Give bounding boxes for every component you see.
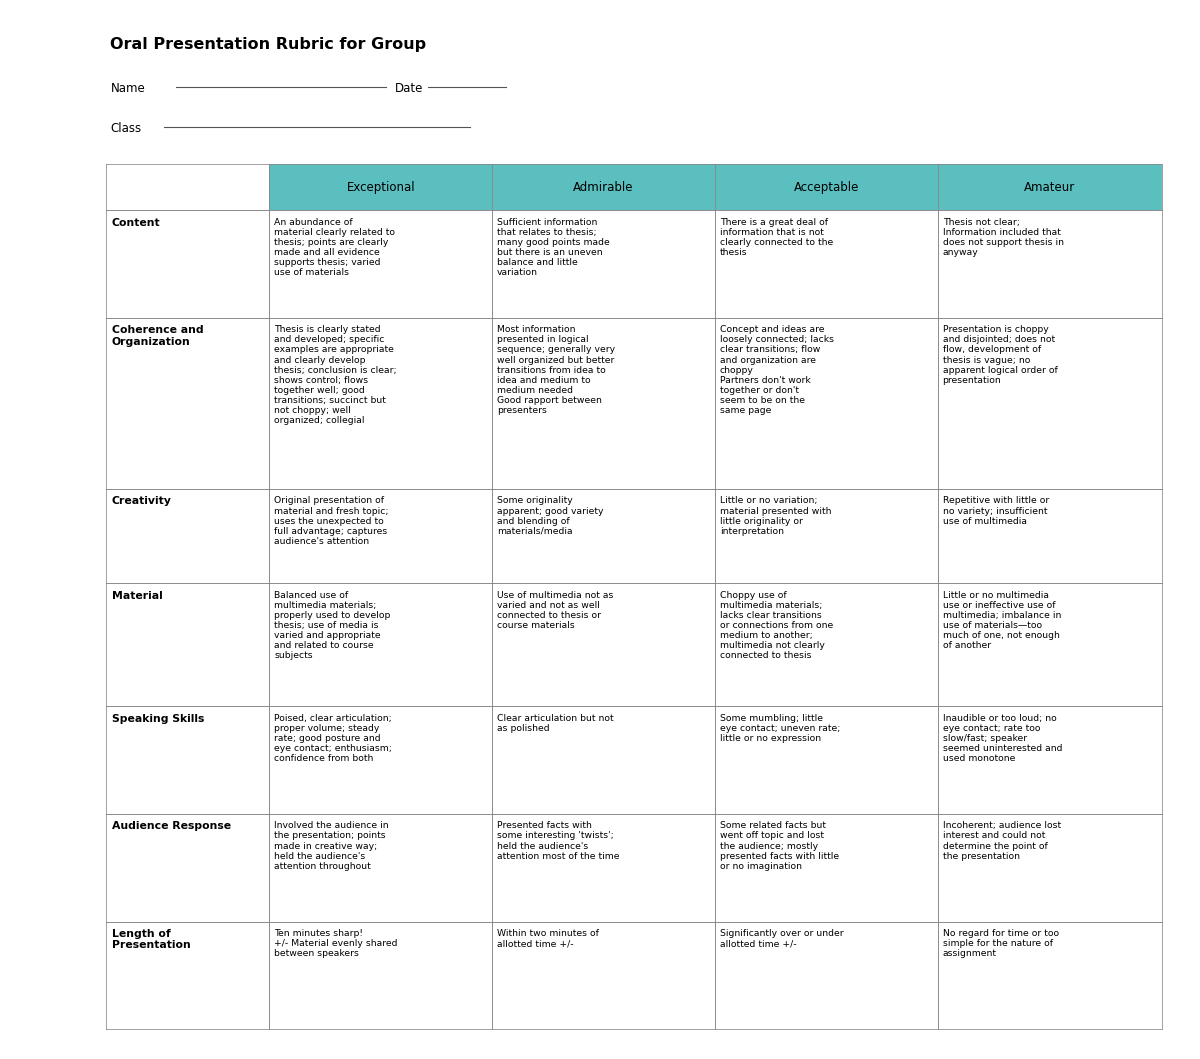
Bar <box>715 489 937 584</box>
Bar <box>937 814 1162 921</box>
Bar <box>269 211 492 318</box>
Text: An abundance of
material clearly related to
thesis; points are clearly
made and : An abundance of material clearly related… <box>274 218 395 277</box>
Text: Involved the audience in
the presentation; points
made in creative way;
held the: Involved the audience in the presentatio… <box>274 822 389 870</box>
Bar <box>269 164 492 211</box>
Text: Speaking Skills: Speaking Skills <box>112 714 204 723</box>
Text: Incoherent; audience lost
interest and could not
determine the point of
the pres: Incoherent; audience lost interest and c… <box>942 822 1061 861</box>
Text: Repetitive with little or
no variety; insufficient
use of multimedia: Repetitive with little or no variety; in… <box>942 497 1049 525</box>
Bar <box>937 164 1162 211</box>
Text: Little or no multimedia
use or ineffective use of
multimedia; imbalance in
use o: Little or no multimedia use or ineffecti… <box>942 591 1061 650</box>
Text: Most information
presented in logical
sequence; generally very
well organized bu: Most information presented in logical se… <box>497 325 616 415</box>
Text: Some related facts but
went off topic and lost
the audience; mostly
presented fa: Some related facts but went off topic an… <box>720 822 839 870</box>
Bar <box>269 921 492 1029</box>
Bar <box>715 814 937 921</box>
Text: Acceptable: Acceptable <box>793 181 859 194</box>
Text: Thesis not clear;
Information included that
does not support thesis in
anyway: Thesis not clear; Information included t… <box>942 218 1063 257</box>
Text: Concept and ideas are
loosely connected; lacks
clear transitions; flow
and organ: Concept and ideas are loosely connected;… <box>720 325 834 415</box>
Bar <box>106 584 269 706</box>
Text: Creativity: Creativity <box>112 497 172 506</box>
Bar <box>937 921 1162 1029</box>
Text: Poised, clear articulation;
proper volume; steady
rate; good posture and
eye con: Poised, clear articulation; proper volum… <box>274 714 392 762</box>
Bar <box>269 489 492 584</box>
Text: Use of multimedia not as
varied and not as well
connected to thesis or
course ma: Use of multimedia not as varied and not … <box>497 591 613 630</box>
Text: Exceptional: Exceptional <box>347 181 415 194</box>
Bar <box>715 584 937 706</box>
Bar <box>269 584 492 706</box>
Text: Presented facts with
some interesting 'twists';
held the audience's
attention mo: Presented facts with some interesting 't… <box>497 822 619 861</box>
Bar <box>106 814 269 921</box>
Bar <box>106 921 269 1029</box>
Text: Thesis is clearly stated
and developed; specific
examples are appropriate
and cl: Thesis is clearly stated and developed; … <box>274 325 397 425</box>
Bar <box>492 706 715 814</box>
Bar <box>715 164 937 211</box>
Bar <box>715 211 937 318</box>
Text: Admirable: Admirable <box>574 181 634 194</box>
Bar <box>106 211 269 318</box>
Text: Content: Content <box>112 218 161 228</box>
Bar <box>937 489 1162 584</box>
Bar <box>715 921 937 1029</box>
Bar <box>269 318 492 489</box>
Bar <box>269 706 492 814</box>
Bar <box>715 706 937 814</box>
Text: Some originality
apparent; good variety
and blending of
materials/media: Some originality apparent; good variety … <box>497 497 604 536</box>
Bar <box>937 211 1162 318</box>
Text: Ten minutes sharp!
+/- Material evenly shared
between speakers: Ten minutes sharp! +/- Material evenly s… <box>274 929 397 958</box>
Bar <box>937 706 1162 814</box>
Bar <box>106 164 269 211</box>
Text: Class: Class <box>110 122 142 134</box>
Text: Amateur: Amateur <box>1024 181 1075 194</box>
Text: Length of
Presentation: Length of Presentation <box>112 929 191 950</box>
Text: Oral Presentation Rubric for Group: Oral Presentation Rubric for Group <box>110 37 426 52</box>
Bar <box>715 318 937 489</box>
Bar <box>106 489 269 584</box>
Text: Presentation is choppy
and disjointed; does not
flow, development of
thesis is v: Presentation is choppy and disjointed; d… <box>942 325 1057 384</box>
Text: There is a great deal of
information that is not
clearly connected to the
thesis: There is a great deal of information tha… <box>720 218 833 257</box>
Text: Audience Response: Audience Response <box>112 822 230 831</box>
Bar <box>492 164 715 211</box>
Text: Choppy use of
multimedia materials;
lacks clear transitions
or connections from : Choppy use of multimedia materials; lack… <box>720 591 833 660</box>
Bar <box>492 489 715 584</box>
Text: Material: Material <box>112 591 162 600</box>
Bar <box>106 706 269 814</box>
Bar <box>492 318 715 489</box>
Text: Date: Date <box>395 82 424 94</box>
Bar <box>492 921 715 1029</box>
Text: Significantly over or under
allotted time +/-: Significantly over or under allotted tim… <box>720 929 844 948</box>
Text: Original presentation of
material and fresh topic;
uses the unexpected to
full a: Original presentation of material and fr… <box>274 497 389 545</box>
Bar <box>937 318 1162 489</box>
Bar <box>492 211 715 318</box>
Bar <box>492 814 715 921</box>
Text: Coherence and
Organization: Coherence and Organization <box>112 325 203 346</box>
Bar <box>269 814 492 921</box>
Bar <box>492 584 715 706</box>
Bar <box>937 584 1162 706</box>
Text: Sufficient information
that relates to thesis;
many good points made
but there i: Sufficient information that relates to t… <box>497 218 610 277</box>
Text: Clear articulation but not
as polished: Clear articulation but not as polished <box>497 714 613 733</box>
Text: Inaudible or too loud; no
eye contact; rate too
slow/fast; speaker
seemed uninte: Inaudible or too loud; no eye contact; r… <box>942 714 1062 762</box>
Text: Name: Name <box>110 82 145 94</box>
Text: No regard for time or too
simple for the nature of
assignment: No regard for time or too simple for the… <box>942 929 1058 958</box>
Text: Some mumbling; little
eye contact; uneven rate;
little or no expression: Some mumbling; little eye contact; uneve… <box>720 714 840 742</box>
Bar <box>106 318 269 489</box>
Text: Balanced use of
multimedia materials;
properly used to develop
thesis; use of me: Balanced use of multimedia materials; pr… <box>274 591 390 660</box>
Text: Within two minutes of
allotted time +/-: Within two minutes of allotted time +/- <box>497 929 599 948</box>
Text: Little or no variation;
material presented with
little originality or
interpreta: Little or no variation; material present… <box>720 497 832 536</box>
